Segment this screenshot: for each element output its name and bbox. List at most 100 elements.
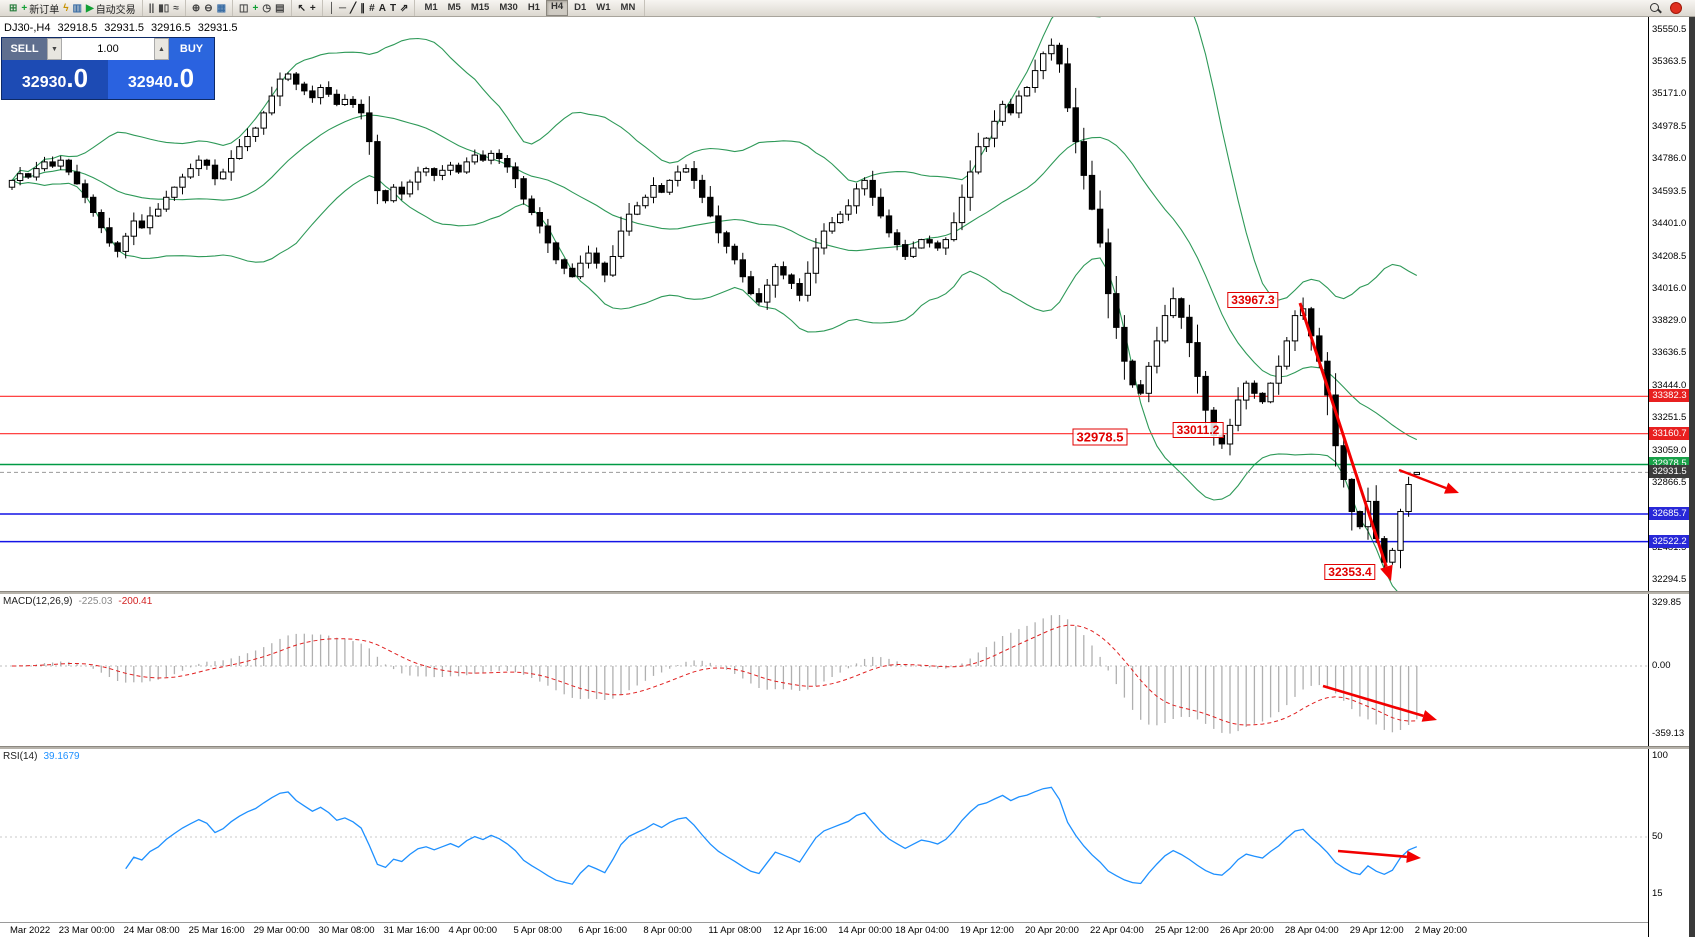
tile-windows-icon[interactable]: ▦	[215, 1, 228, 16]
buy-price-main: 32940	[127, 74, 173, 91]
bar-close-value: 32931.5	[197, 22, 238, 34]
time-axis[interactable]: Mar 2022 23 Mar 00:00 24 Mar 08:00 25 Mar 1…	[0, 922, 1648, 938]
toolbar-icon-glyph: ϟ	[63, 2, 69, 14]
toolbar-button-label: 自动交易	[95, 4, 136, 16]
toolbar-icon-glyph: ⇗	[400, 2, 409, 14]
fibonacci-icon[interactable]: #	[367, 1, 377, 16]
crosshair-icon[interactable]: +	[308, 1, 318, 16]
time-axis-label: 31 Mar 16:00	[383, 925, 440, 936]
rsi-canvas[interactable]	[0, 749, 1648, 920]
price-axis-label: 33829.0	[1652, 314, 1687, 326]
search-icon[interactable]	[1649, 2, 1662, 15]
time-axis-label: 26 Apr 20:00	[1219, 925, 1274, 936]
arrange-windows-icon[interactable]: ◫	[237, 1, 250, 16]
toolbar-right-group	[1649, 2, 1692, 15]
toolbar-icon-glyph: ⊕	[191, 2, 201, 14]
trend-arrow-head	[1444, 482, 1459, 494]
timeframe-mn-button[interactable]: MN	[620, 2, 636, 13]
timeframe-m5-button[interactable]: M5	[447, 2, 461, 13]
sell-price[interactable]: 32930.0	[2, 60, 108, 99]
channel-icon[interactable]: ∥	[358, 1, 367, 16]
cursor-icon[interactable]: ↖	[296, 1, 308, 16]
trend-arrow[interactable]	[1298, 302, 1388, 568]
vertical-line-icon[interactable]: │	[327, 1, 337, 16]
trendline-icon[interactable]: ╱	[348, 1, 358, 16]
trend-arrow[interactable]	[1398, 468, 1447, 490]
panel-splitter[interactable]	[0, 591, 1689, 594]
label-icon[interactable]: T	[388, 1, 398, 16]
new-chart-icon[interactable]: ⊞	[7, 1, 19, 16]
toolbar-icon-glyph: ||	[148, 2, 155, 14]
indicators-icon[interactable]: +	[251, 1, 261, 16]
alert-status-icon[interactable]	[1670, 2, 1682, 14]
chart-ohlc-readout: DJ30-,H4 32918.5 32931.5 32916.5 32931.5	[4, 22, 238, 34]
main-chart-canvas[interactable]	[0, 17, 1648, 591]
toolbar-icon-glyph: #	[369, 2, 375, 14]
time-axis-label: 24 Mar 08:00	[123, 925, 180, 936]
timeframe-m15-button[interactable]: M15	[470, 2, 490, 13]
buy-price[interactable]: 32940.0	[108, 60, 214, 99]
macd-axis-label: 0.00	[1652, 660, 1671, 671]
trend-arrow[interactable]	[1337, 849, 1408, 859]
time-axis-label: 20 Apr 20:00	[1025, 925, 1079, 936]
volume-decrease-button[interactable]: ▼	[47, 38, 62, 60]
zoom-out-icon[interactable]: ⊖	[202, 1, 214, 16]
timeframe-w1-button[interactable]: W1	[596, 2, 611, 13]
timeframe-d1-button[interactable]: D1	[574, 2, 587, 13]
volume-control: ▼ 1.00 ▲	[47, 38, 169, 60]
macd-label: MACD(12,26,9) -225.03 -200.41	[3, 596, 152, 607]
timeframe-m1-button[interactable]: M1	[424, 2, 438, 13]
price-axis[interactable]: 35550.5 35363.5 35171.0 34978.5 34786.0 34593…	[1648, 17, 1690, 937]
buy-price-pips: .0	[172, 63, 195, 93]
auto-trading-button[interactable]: ▶ 自动交易	[84, 1, 138, 16]
zoom-in-icon[interactable]: ⊕	[190, 1, 202, 16]
panel-splitter[interactable]	[0, 746, 1689, 749]
rsi-indicator-panel[interactable]: RSI(14) 39.1679	[0, 749, 1648, 920]
trend-arrow[interactable]	[1322, 684, 1424, 718]
line-chart-icon[interactable]: ≈	[171, 1, 181, 16]
horizontal-lines-layer[interactable]	[0, 395, 1648, 543]
ohlc-bars-icon[interactable]: ||	[147, 1, 157, 16]
volume-input[interactable]: 1.00	[97, 43, 119, 55]
macd-canvas[interactable]	[0, 594, 1648, 746]
price-annotation-label[interactable]: 33011.2	[1172, 422, 1224, 438]
text-icon[interactable]: A	[377, 1, 388, 16]
toolbar-icon-glyph: ▶	[85, 2, 94, 14]
price-annotation-label[interactable]: 33967.3	[1227, 292, 1279, 308]
price-axis-badge: 32522.2	[1649, 534, 1690, 548]
volume-increase-button[interactable]: ▲	[154, 38, 169, 60]
timeframe-h4-button[interactable]: H4	[545, 0, 569, 16]
horizontal-line-icon[interactable]: ─	[337, 1, 348, 16]
macd-indicator-panel[interactable]: MACD(12,26,9) -225.03 -200.41	[0, 594, 1648, 746]
price-axis-label: 34208.5	[1652, 250, 1687, 262]
price-annotation-label[interactable]: 32353.4	[1324, 564, 1376, 580]
templates-icon[interactable]: ▤	[273, 1, 286, 16]
arrows-tool-icon[interactable]: ⇗	[398, 1, 410, 16]
macd-title: MACD(12,26,9)	[3, 596, 73, 607]
toolbar-icon-glyph: T	[389, 2, 397, 14]
time-axis-label: 23 Mar 00:00	[58, 925, 115, 936]
toolbar-icon-glyph: ◷	[262, 2, 272, 14]
new-order-button[interactable]: + 新订单	[19, 1, 61, 16]
time-axis-label: 22 Apr 04:00	[1089, 925, 1144, 936]
toolbar-icon-glyph: ▤	[275, 2, 285, 14]
main-chart-panel[interactable]: 33967.3 32978.5 33011.2 32353.4 DJ30-,H4 32…	[0, 17, 1648, 591]
chart-arrows-layer[interactable]	[1298, 302, 1459, 581]
buy-button[interactable]: BUY	[169, 38, 214, 60]
price-annotation-label[interactable]: 32978.5	[1072, 428, 1128, 446]
sell-button[interactable]: SELL	[2, 38, 47, 60]
sell-price-pips: .0	[66, 63, 89, 93]
market-watch-icon[interactable]: ▥	[71, 1, 84, 16]
candlestick-chart-icon[interactable]: ▮▯	[156, 1, 171, 16]
search-icon-circle	[1650, 2, 1659, 12]
experts-icon[interactable]: ϟ	[61, 1, 70, 16]
candles-layer	[8, 38, 1420, 571]
timeframe-m30-button[interactable]: M30	[499, 2, 518, 13]
timeframe-h1-button[interactable]: H1	[527, 2, 540, 13]
rsi-axis-label: 50	[1652, 831, 1663, 842]
price-axis-label: 34786.0	[1652, 153, 1687, 165]
toolbar-icon-glyph: ⊞	[9, 2, 18, 14]
price-axis-label: 34401.0	[1652, 218, 1687, 230]
periods-icon[interactable]: ◷	[260, 1, 273, 16]
